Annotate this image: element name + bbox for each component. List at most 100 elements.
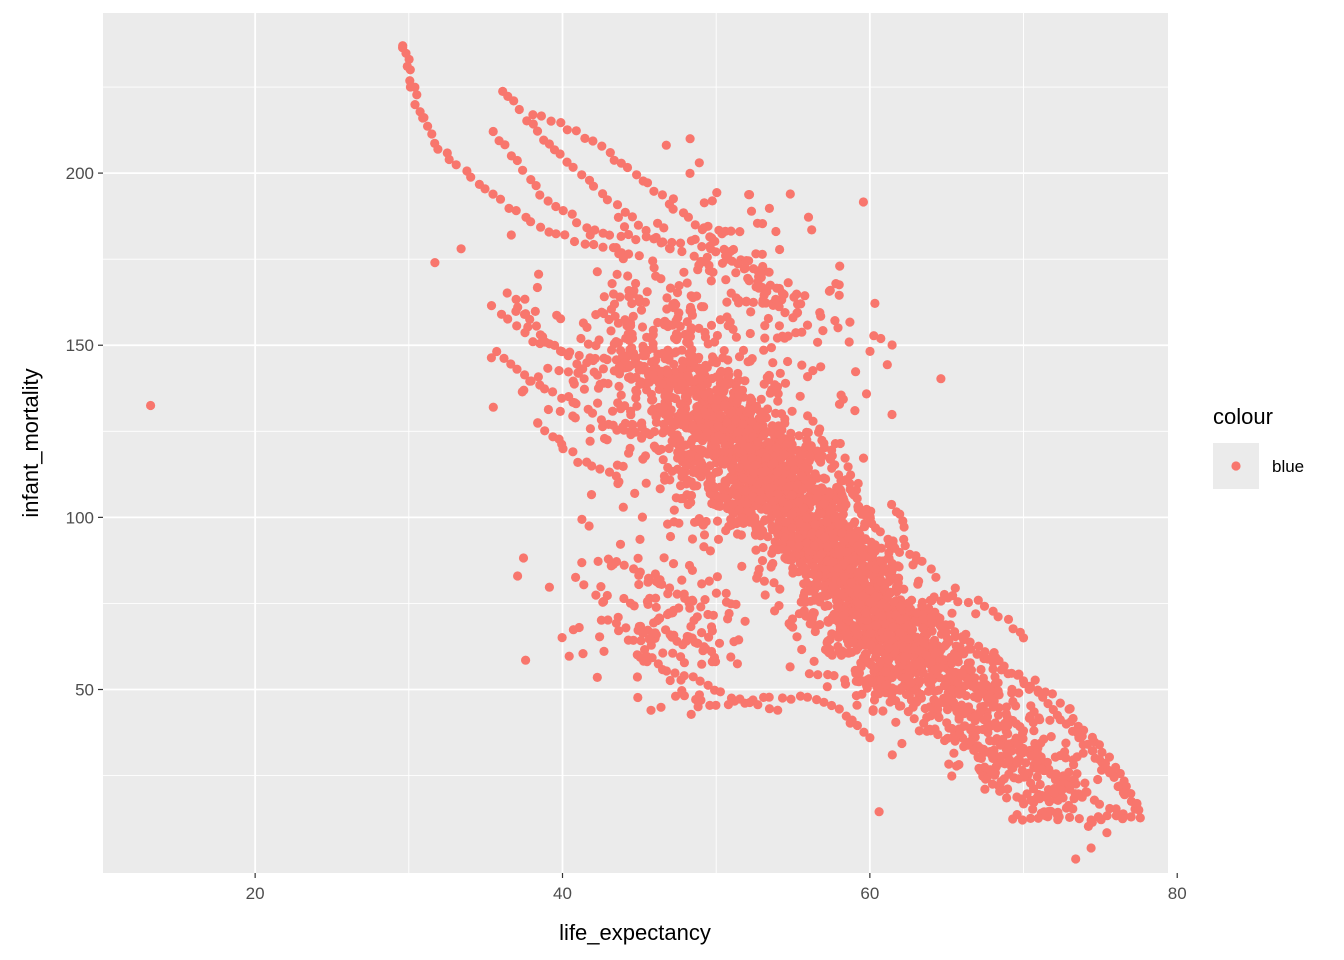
data-point: [634, 626, 643, 635]
data-point: [996, 741, 1005, 750]
data-point: [830, 316, 839, 325]
data-point: [613, 461, 622, 470]
data-point: [590, 225, 599, 234]
data-point: [696, 472, 705, 481]
data-point: [693, 412, 702, 421]
data-point: [690, 466, 699, 475]
data-point: [689, 377, 698, 386]
data-point: [788, 313, 797, 322]
data-point: [971, 609, 980, 618]
data-point: [977, 681, 986, 690]
data-point: [900, 522, 909, 531]
data-point: [916, 676, 925, 685]
data-point: [949, 749, 958, 758]
data-point: [803, 321, 812, 330]
data-point: [599, 364, 608, 373]
data-point: [830, 539, 839, 548]
data-point: [1087, 843, 1096, 852]
data-point: [588, 136, 597, 145]
data-point: [1110, 773, 1119, 782]
data-point: [643, 657, 652, 666]
data-point: [991, 718, 1000, 727]
data-point: [705, 388, 714, 397]
data-point: [767, 385, 776, 394]
data-point: [802, 513, 811, 522]
data-point: [515, 105, 524, 114]
data-point: [947, 609, 956, 618]
data-point: [1055, 812, 1064, 821]
data-point: [797, 645, 806, 654]
data-point: [845, 318, 854, 327]
data-point: [927, 657, 936, 666]
data-point: [804, 428, 813, 437]
data-point: [810, 541, 819, 550]
data-point: [608, 407, 617, 416]
data-point: [676, 239, 685, 248]
data-point: [634, 571, 643, 580]
data-point: [726, 227, 735, 236]
data-point: [1093, 775, 1102, 784]
data-point: [707, 321, 716, 330]
data-point: [904, 599, 913, 608]
data-point: [1065, 705, 1074, 714]
data-point: [804, 213, 813, 222]
data-point: [1118, 814, 1127, 823]
data-point: [807, 529, 816, 538]
data-point: [881, 667, 890, 676]
data-point: [744, 190, 753, 199]
data-point: [533, 127, 542, 136]
data-point: [1019, 726, 1028, 735]
data-point: [801, 442, 810, 451]
data-point: [740, 699, 749, 708]
data-point: [585, 521, 594, 530]
data-point: [947, 724, 956, 733]
data-point: [749, 298, 758, 307]
data-point: [796, 392, 805, 401]
data-point: [826, 505, 835, 514]
data-point: [630, 601, 639, 610]
data-point: [1007, 685, 1016, 694]
data-point: [765, 693, 774, 702]
data-point: [568, 447, 577, 456]
data-point: [705, 577, 714, 586]
data-point: [835, 400, 844, 409]
data-point: [685, 169, 694, 178]
data-point: [853, 721, 862, 730]
data-point: [775, 585, 784, 594]
data-point: [932, 648, 941, 657]
data-point: [776, 369, 785, 378]
data-point: [989, 702, 998, 711]
data-point: [749, 264, 758, 273]
data-point: [801, 564, 810, 573]
data-point: [823, 682, 832, 691]
data-point: [900, 652, 909, 661]
data-point: [751, 249, 760, 258]
data-point: [970, 673, 979, 682]
data-point: [537, 111, 546, 120]
data-point: [678, 364, 687, 373]
data-point: [548, 387, 557, 396]
data-point: [778, 693, 787, 702]
data-point: [954, 688, 963, 697]
data-point: [694, 261, 703, 270]
data-point: [762, 453, 771, 462]
data-point: [631, 235, 640, 244]
data-point: [743, 274, 752, 283]
data-point: [716, 411, 725, 420]
data-point: [878, 706, 887, 715]
data-point: [1056, 699, 1065, 708]
data-point: [829, 671, 838, 680]
data-point: [617, 391, 626, 400]
data-point: [582, 223, 591, 232]
data-point: [757, 468, 766, 477]
data-point: [692, 402, 701, 411]
data-point: [820, 533, 829, 542]
data-point: [940, 736, 949, 745]
data-point: [609, 243, 618, 252]
data-point: [572, 126, 581, 135]
data-point: [934, 699, 943, 708]
data-point: [571, 399, 580, 408]
data-point: [824, 648, 833, 657]
data-point: [513, 303, 522, 312]
